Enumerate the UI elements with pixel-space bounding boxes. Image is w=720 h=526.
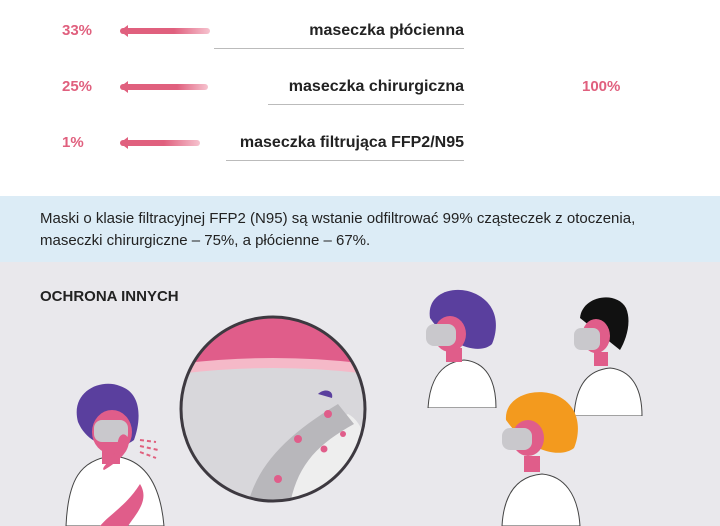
info-box: Maski o klasie filtracyjnej FFP2 (N95) s… xyxy=(0,196,720,262)
masked-person-orange-icon xyxy=(501,392,581,526)
mask-label-ffp2: maseczka filtrująca FFP2/N95 xyxy=(239,134,464,151)
row-underline xyxy=(214,48,464,49)
section-title: OCHRONA INNYCH xyxy=(40,288,179,305)
reference-percent: 100% xyxy=(582,78,621,95)
row-underline xyxy=(268,104,464,105)
mask-label-cloth: maseczka płócienna xyxy=(309,22,464,39)
mask-row-cloth: 33% maseczka płócienna xyxy=(0,14,720,54)
mask-row-surgical: 25% maseczka chirurgiczna xyxy=(0,70,720,110)
percent-ffp2: 1% xyxy=(62,134,84,151)
mask-row-ffp2: 1% maseczka filtrująca FFP2/N95 xyxy=(0,126,720,166)
cough-person-icon xyxy=(65,383,165,526)
leak-bar-ffp2 xyxy=(120,140,200,146)
masked-person-black-icon xyxy=(573,297,643,416)
filtration-comparison: 33% maseczka płócienna 25% maseczka chir… xyxy=(0,0,720,196)
percent-cloth: 33% xyxy=(62,22,93,39)
row-underline xyxy=(226,160,464,161)
protect-others-section: OCHRONA INNYCH xyxy=(0,262,720,526)
info-text: Maski o klasie filtracyjnej FFP2 (N95) s… xyxy=(40,210,636,249)
leak-bar-cloth xyxy=(120,28,210,34)
leak-bar-surgical xyxy=(120,84,208,90)
mask-zoom-icon xyxy=(179,315,367,503)
mask-label-surgical: maseczka chirurgiczna xyxy=(288,78,464,95)
masked-person-purple-icon xyxy=(426,289,497,408)
percent-surgical: 25% xyxy=(62,78,93,95)
